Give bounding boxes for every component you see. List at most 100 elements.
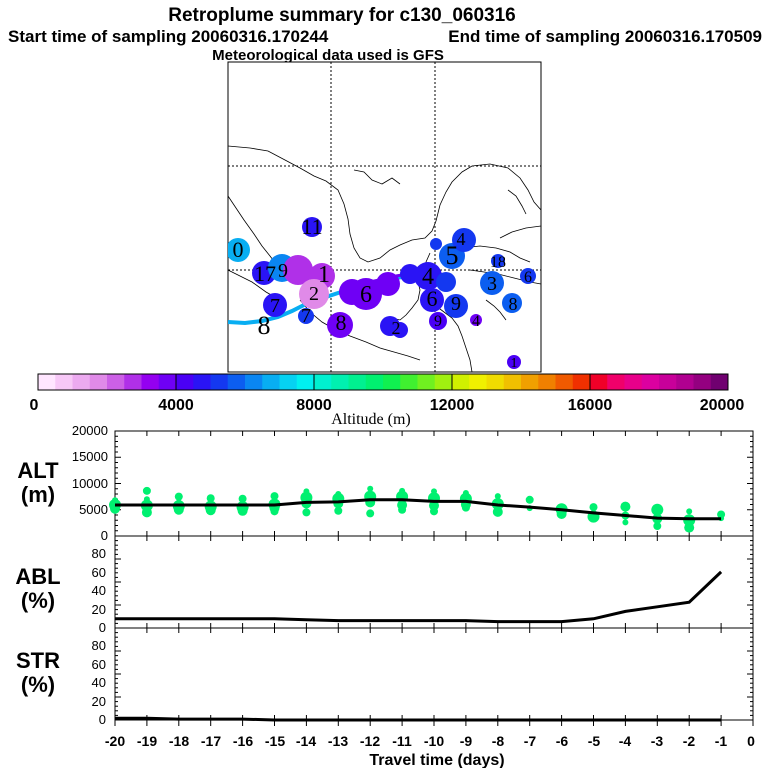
colorbar-cell [624,374,643,390]
abl-panel: ABL (%) 80 60 40 20 0 [15,535,754,635]
colorbar-tick: 16000 [568,397,613,414]
x-tick: -3 [651,733,664,749]
x-tick: -20 [105,733,125,749]
colorbar-cell [555,374,574,390]
alt-sample-point [620,501,631,512]
colorbar-cell [141,374,160,390]
colorbar-cell [262,374,280,390]
colorbar-cell [383,374,401,390]
colorbar-cell [193,374,211,390]
cluster-circle [283,255,313,285]
x-tick: -11 [392,733,412,749]
alt-sample-point [686,508,693,515]
x-tick: -4 [619,733,632,749]
alt-sample-point [174,492,183,501]
alt-sample-point [270,492,279,501]
map-label: 17 [254,261,276,286]
cluster-circle [436,272,456,292]
map-label: 4 [472,313,480,330]
alt-sample-point [237,505,248,516]
abl-ytick: 20 [92,602,106,617]
colorbar-tick: 4000 [158,397,194,414]
str-marks [115,716,722,722]
map-label: 11 [301,214,322,239]
map-label: 0 [233,237,244,262]
colorbar-tick: 12000 [430,397,475,414]
alt-panel: ALT (m) 20000 15000 10000 5000 0 [17,423,754,543]
map-label: 4 [457,229,466,249]
met-data-note: Meteorological data used is GFS [212,47,444,64]
map-label: 4 [422,264,434,290]
cluster-circle [420,288,444,312]
alt-sample-point [494,493,501,500]
x-tick: -13 [328,733,348,749]
alt-sample-point [622,519,629,526]
alt-sample-point [141,507,152,518]
colorbar-tick: 0 [30,397,39,414]
colorbar-cell [590,374,608,390]
cluster-circle [376,272,400,296]
map-label: 6 [524,269,532,286]
alt-sample-point [398,505,407,514]
x-tick: -8 [492,733,505,749]
cluster-circle [507,355,521,369]
str-ytick: 80 [92,638,106,653]
cluster-circle [302,217,322,237]
map-label: 3 [487,273,497,295]
cluster-circle [414,262,442,290]
colorbar-cell [693,374,712,390]
colorbar-cell [710,374,729,390]
map-label: 9 [451,293,461,315]
cluster-circle [470,314,482,326]
map-label: 6 [427,286,438,311]
colorbar-cell [245,374,263,390]
x-tick: -15 [265,733,285,749]
abl-ticks [114,535,754,629]
figure-title: Retroplume summary for c130_060316 [168,5,515,26]
colorbar-cell [486,374,505,390]
cluster-circle [491,254,505,268]
x-tick: -17 [201,733,221,749]
colorbar-cell [503,374,522,390]
str-ytick: 0 [99,712,106,727]
map-label: 8 [509,294,518,314]
cluster-circle [430,238,442,250]
alt-sample-point [205,505,216,516]
x-axis-label: Travel time (days) [369,752,504,768]
abl-ytick: 40 [92,583,106,598]
alt-sample-point [525,495,534,504]
map-label: 5 [446,241,459,270]
coastlines [228,145,541,372]
cluster-circle [429,312,447,330]
str-ytick: 40 [92,675,106,690]
colorbar-cell [572,374,591,390]
cluster-circle [228,238,250,262]
abl-ylabel-line2: (%) [21,588,55,613]
colorbar-cell [641,374,660,390]
colorbar-cell [210,374,229,390]
alt-series-line [115,498,722,521]
colorbar-major-ticks [175,374,591,390]
abl-series-line [115,570,723,624]
x-tick: -19 [137,733,157,749]
str-ticks [114,627,754,721]
alt-sample-point [461,503,470,512]
alt-sample-point [589,503,598,512]
x-tick: -18 [169,733,189,749]
x-tick: -14 [296,733,316,749]
str-series-line [115,716,722,722]
abl-ytick: 60 [92,565,106,580]
colorbar-cell [176,374,194,390]
alt-ytick: 5000 [79,502,108,517]
alt-sample-point [492,506,503,517]
str-ylabel-line1: STR [16,648,60,673]
abl-panel-frame [114,535,754,629]
alt-marks [109,485,726,533]
colorbar-cell [400,374,418,390]
colorbar-tick: 8000 [296,397,332,414]
cluster-circle [452,228,476,252]
colorbar-cell [521,374,539,390]
x-tick: -1 [715,733,728,749]
colorbar-cell [107,374,125,390]
